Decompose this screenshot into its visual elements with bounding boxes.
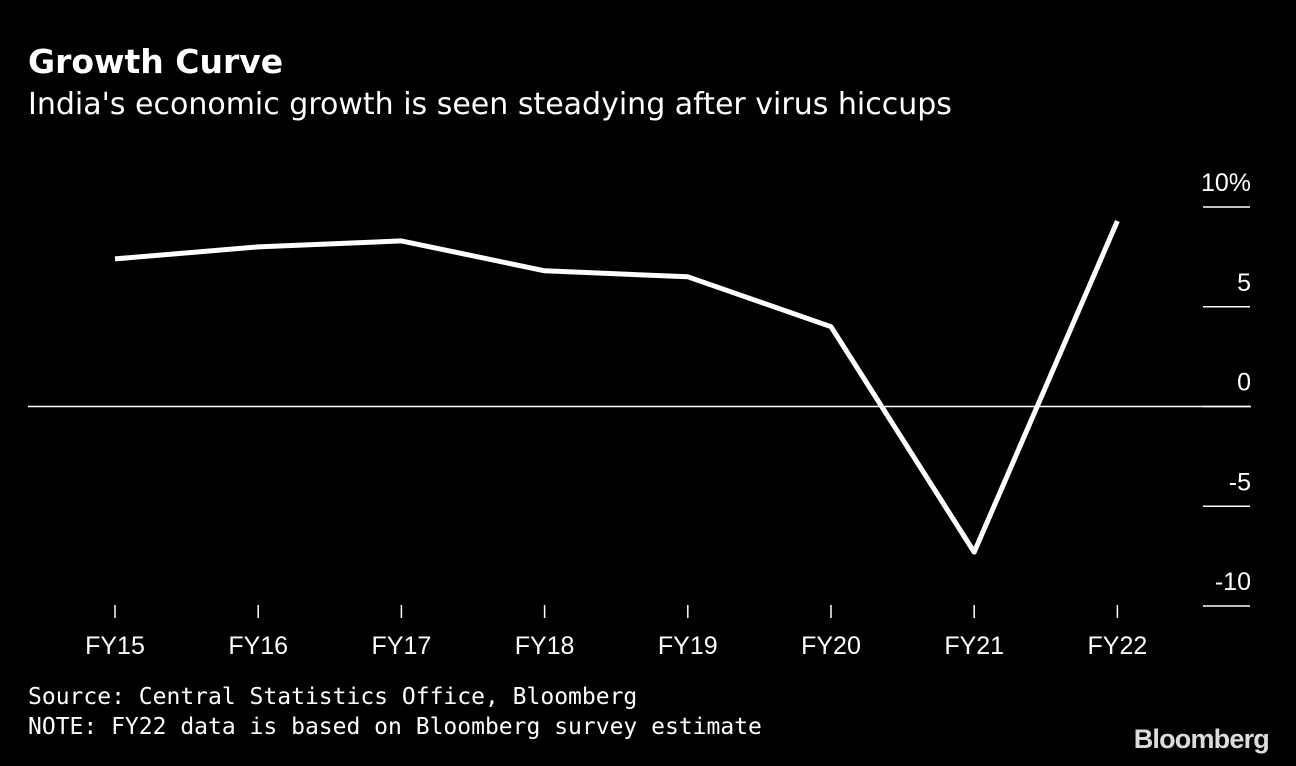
- y-axis: 10% 5 0 -5 -10: [1201, 169, 1251, 607]
- chart-title: Growth Curve: [28, 42, 284, 81]
- x-tick-label: FY18: [515, 632, 575, 660]
- x-tick-label: FY15: [85, 632, 145, 660]
- y-tick-label: -10: [1215, 568, 1251, 596]
- x-tick-label: FY21: [944, 632, 1004, 660]
- y-tick-label: 0: [1237, 369, 1251, 397]
- y-tick-label: 5: [1237, 269, 1251, 297]
- series-layer: [114, 220, 1120, 555]
- footnote: NOTE: FY22 data is based on Bloomberg su…: [28, 714, 762, 740]
- series-line: [114, 220, 1120, 555]
- y-tick-label: -5: [1229, 468, 1251, 496]
- x-tick-label: FY19: [658, 632, 718, 660]
- x-tick-label: FY17: [372, 632, 432, 660]
- x-tick-label: FY16: [228, 632, 288, 660]
- bloomberg-logo: Bloomberg: [1133, 724, 1270, 754]
- y-tick-label: 10%: [1201, 169, 1251, 197]
- x-axis: FY15 FY16 FY17 FY18 FY19 FY20 FY21 FY22: [85, 605, 1147, 660]
- x-tick-label: FY22: [1088, 632, 1148, 660]
- x-tick-label: FY20: [801, 632, 861, 660]
- source-note: Source: Central Statistics Office, Bloom…: [28, 684, 638, 710]
- chart-subtitle: India's economic growth is seen steadyin…: [28, 87, 952, 122]
